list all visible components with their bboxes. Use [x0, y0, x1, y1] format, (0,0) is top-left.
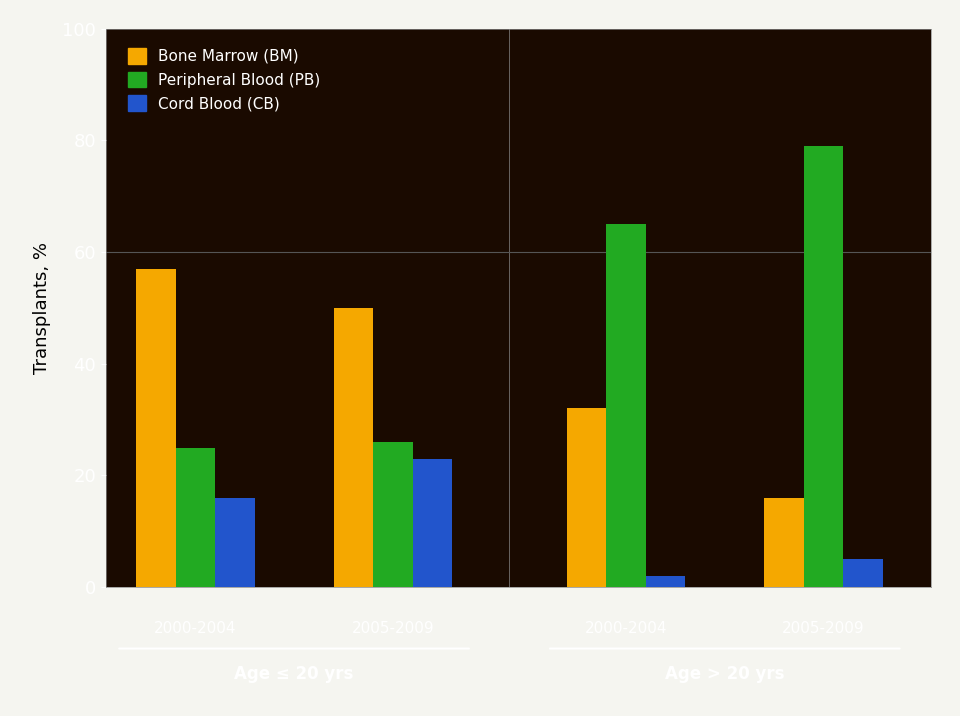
Text: 2005-2009: 2005-2009: [782, 621, 865, 636]
Bar: [566, 408, 607, 587]
Bar: [607, 224, 646, 587]
Text: 2000-2009: 2000-2009: [182, 103, 348, 131]
Bar: [646, 576, 685, 587]
Text: 2000-2004: 2000-2004: [155, 621, 236, 636]
Bar: [843, 559, 883, 587]
Text: Age > 20 yrs: Age > 20 yrs: [665, 665, 784, 683]
Bar: [176, 448, 215, 587]
Bar: [413, 459, 452, 587]
Legend: Bone Marrow (BM), Peripheral Blood (PB), Cord Blood (CB): Bone Marrow (BM), Peripheral Blood (PB),…: [122, 42, 326, 117]
Text: Age ≤ 20 yrs: Age ≤ 20 yrs: [234, 665, 353, 683]
Text: Allogeneic Stem Cell Sources: Allogeneic Stem Cell Sources: [182, 35, 638, 63]
Bar: [215, 498, 254, 587]
Bar: [764, 498, 804, 587]
Bar: [804, 146, 843, 587]
Bar: [333, 308, 373, 587]
Bar: [373, 442, 413, 587]
Text: by Recipient Age: by Recipient Age: [182, 69, 447, 97]
Text: 2000-2004: 2000-2004: [585, 621, 667, 636]
Y-axis label: Transplants, %: Transplants, %: [33, 242, 51, 374]
Bar: [136, 268, 176, 587]
Text: 2005-2009: 2005-2009: [351, 621, 434, 636]
